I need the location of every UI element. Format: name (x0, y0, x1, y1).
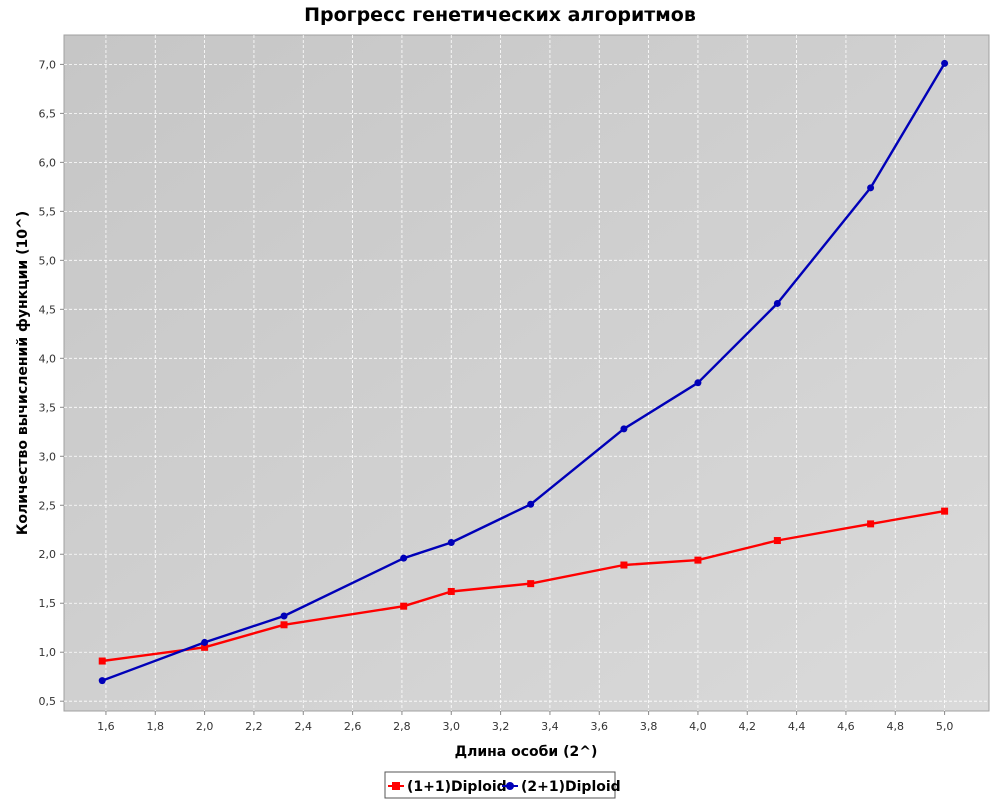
x-tick-label: 4,4 (788, 720, 806, 733)
y-tick-label: 1,5 (39, 597, 57, 610)
y-tick-label: 5,5 (39, 205, 57, 218)
series-1 (98, 507, 949, 665)
chart-title: Прогресс генетических алгоритмов (304, 4, 696, 26)
data-point-square (400, 602, 408, 610)
y-axis: 0,5 1,0 1,5 2,0 2,5 3,0 3,5 4,0 4,5 5,0 5,5 6,0 6,5 7… (39, 58, 64, 708)
x-tick-label: 2,6 (344, 720, 362, 733)
x-tick-label: 4,0 (689, 720, 707, 733)
data-point-circle (280, 612, 288, 620)
legend-square-marker (392, 782, 400, 790)
x-tick-label: 3,0 (443, 720, 461, 733)
x-tick-label: 4,2 (739, 720, 757, 733)
x-tick-label: 1,8 (147, 720, 165, 733)
y-tick-label: 4,5 (39, 303, 57, 316)
data-point-square (280, 621, 288, 629)
plot-area (63, 34, 990, 712)
x-tick-label: 2,8 (393, 720, 411, 733)
data-point-circle (447, 538, 455, 546)
y-tick-label: 6,0 (39, 156, 57, 169)
x-axis: 1,6 1,8 2,0 2,2 2,4 2,6 2,8 3,0 3,2 3,4 3,6 3,8 4,0 4… (97, 711, 953, 733)
y-tick-label: 7,0 (39, 58, 57, 71)
x-tick-label: 1,6 (97, 720, 115, 733)
x-tick-label: 3,2 (492, 720, 510, 733)
y-tick-label: 2,5 (39, 499, 57, 512)
data-point-circle (98, 677, 106, 685)
data-point-circle (527, 500, 535, 508)
grid-lines (64, 35, 989, 711)
y-tick-label: 6,5 (39, 107, 57, 120)
data-point-square (201, 643, 209, 651)
legend-label-series-1: (1+1)Diploid (407, 779, 507, 795)
y-tick-label: 3,5 (39, 401, 57, 414)
legend-label-series-2: (2+1)Diploid (521, 779, 621, 795)
y-axis-label: Количество вычислений функции (10^) (15, 211, 31, 535)
y-tick-label: 4,0 (39, 352, 57, 365)
x-tick-label: 3,4 (541, 720, 559, 733)
data-point-square (694, 556, 702, 564)
x-tick-label: 4,6 (837, 720, 855, 733)
data-point-square (867, 520, 875, 528)
data-point-circle (941, 59, 949, 67)
x-tick-label: 2,0 (196, 720, 214, 733)
y-tick-label: 5,0 (39, 254, 57, 267)
legend-item-series-2: (2+1)Diploid (502, 779, 621, 795)
legend-item-series-1: (1+1)Diploid (388, 779, 507, 795)
y-tick-label: 1,0 (39, 646, 57, 659)
x-tick-label: 2,2 (245, 720, 263, 733)
x-tick-label: 3,6 (591, 720, 609, 733)
data-point-circle (773, 299, 781, 307)
x-tick-label: 2,4 (295, 720, 313, 733)
data-point-square (98, 657, 106, 665)
data-point-square (773, 537, 781, 545)
x-tick-label: 4,8 (887, 720, 905, 733)
data-point-circle (201, 638, 209, 646)
series-layer (98, 59, 949, 685)
series-2 (98, 59, 949, 685)
data-point-square (941, 507, 949, 515)
legend-circle-marker (506, 782, 514, 790)
data-point-square (527, 580, 535, 588)
y-tick-label: 0,5 (39, 695, 57, 708)
data-point-circle (400, 554, 408, 562)
y-tick-label: 3,0 (39, 450, 57, 463)
x-tick-label: 5,0 (936, 720, 954, 733)
data-point-circle (694, 379, 702, 387)
legend-box (384, 771, 616, 799)
x-tick-label: 3,8 (640, 720, 658, 733)
data-point-square (620, 561, 628, 569)
x-axis-label: Длина особи (2^) (455, 744, 598, 760)
data-point-circle (620, 425, 628, 433)
data-point-circle (867, 184, 875, 192)
data-point-square (447, 587, 455, 595)
legend: (1+1)Diploid (2+1)Diploid (384, 771, 621, 799)
y-tick-label: 2,0 (39, 548, 57, 561)
